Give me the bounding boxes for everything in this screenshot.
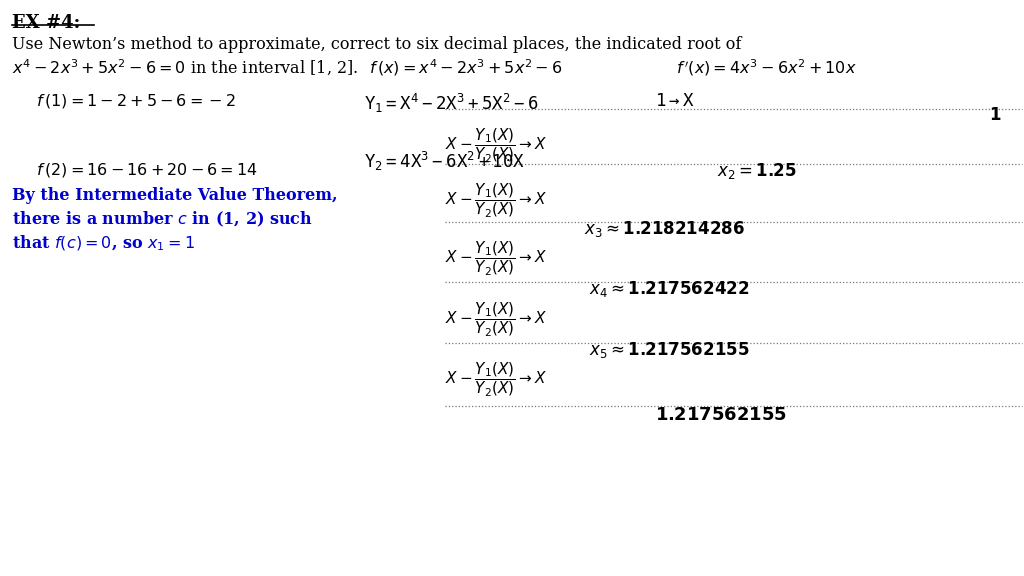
Text: $\mathbf{1}$: $\mathbf{1}$ (989, 107, 1001, 124)
Text: $x_3 \approx \mathbf{1.218214286}$: $x_3 \approx \mathbf{1.218214286}$ (584, 219, 744, 239)
Text: $f\,(x)=x^4-2x^3+5x^2-6$: $f\,(x)=x^4-2x^3+5x^2-6$ (369, 58, 562, 78)
Text: $x_4 \approx \mathbf{1.217562422}$: $x_4 \approx \mathbf{1.217562422}$ (589, 279, 750, 300)
Text: $\mathtt{Y_1=X^4-2X^3+5X^2-6}$: $\mathtt{Y_1=X^4-2X^3+5X^2-6}$ (364, 92, 539, 115)
Text: $f\,(2)=16-16+20-6=14$: $f\,(2)=16-16+20-6=14$ (36, 161, 258, 179)
Text: $\mathtt{1{\rightarrow}X}$: $\mathtt{1{\rightarrow}X}$ (655, 92, 695, 110)
Text: EX #4:: EX #4: (12, 14, 81, 32)
Text: there is a number $c$ in (1, 2) such: there is a number $c$ in (1, 2) such (12, 210, 313, 229)
Text: By the Intermediate Value Theorem,: By the Intermediate Value Theorem, (12, 187, 338, 204)
Text: $\mathbf{1.217562155}$: $\mathbf{1.217562155}$ (655, 406, 787, 424)
Text: $X-\dfrac{Y_1(X)}{Y_2(X)}\rightarrow X$: $X-\dfrac{Y_1(X)}{Y_2(X)}\rightarrow X$ (445, 127, 548, 165)
Text: Use Newton’s method to approximate, correct to six decimal places, the indicated: Use Newton’s method to approximate, corr… (12, 36, 741, 53)
Text: $x_5 \approx \mathbf{1.217562155}$: $x_5 \approx \mathbf{1.217562155}$ (589, 340, 750, 360)
Text: $X-\dfrac{Y_1(X)}{Y_2(X)}\rightarrow X$: $X-\dfrac{Y_1(X)}{Y_2(X)}\rightarrow X$ (445, 301, 548, 339)
Text: $f\,'(x)=4x^3-6x^2+10x$: $f\,'(x)=4x^3-6x^2+10x$ (676, 58, 856, 78)
Text: $X-\dfrac{Y_1(X)}{Y_2(X)}\rightarrow X$: $X-\dfrac{Y_1(X)}{Y_2(X)}\rightarrow X$ (445, 181, 548, 219)
Text: $X-\dfrac{Y_1(X)}{Y_2(X)}\rightarrow X$: $X-\dfrac{Y_1(X)}{Y_2(X)}\rightarrow X$ (445, 240, 548, 278)
Text: that $f(c) = 0$, so $x_1 = 1$: that $f(c) = 0$, so $x_1 = 1$ (12, 233, 196, 253)
Text: $X-\dfrac{Y_1(X)}{Y_2(X)}\rightarrow X$: $X-\dfrac{Y_1(X)}{Y_2(X)}\rightarrow X$ (445, 361, 548, 399)
Text: $\mathtt{Y_2=4X^3-6X^2+10X}$: $\mathtt{Y_2=4X^3-6X^2+10X}$ (364, 150, 524, 173)
Text: $x_2 = \mathbf{1.25}$: $x_2 = \mathbf{1.25}$ (717, 161, 797, 181)
Text: $f\,(1)=1-2+5-6=-2$: $f\,(1)=1-2+5-6=-2$ (36, 92, 236, 110)
Text: $x^4 - 2x^3 + 5x^2 - 6 = 0$ in the interval [1, 2].: $x^4 - 2x^3 + 5x^2 - 6 = 0$ in the inter… (12, 58, 358, 78)
